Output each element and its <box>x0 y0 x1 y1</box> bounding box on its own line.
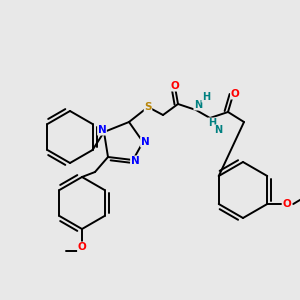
Text: N: N <box>98 125 106 135</box>
Text: O: O <box>171 81 179 91</box>
Text: N: N <box>130 156 140 166</box>
Text: H: H <box>202 92 210 102</box>
Text: S: S <box>144 102 152 112</box>
Text: N: N <box>194 100 202 110</box>
Text: O: O <box>283 199 292 209</box>
Text: N: N <box>141 137 149 147</box>
Text: H: H <box>208 118 216 128</box>
Text: O: O <box>231 89 239 99</box>
Text: O: O <box>78 242 86 252</box>
Text: N: N <box>214 125 222 135</box>
